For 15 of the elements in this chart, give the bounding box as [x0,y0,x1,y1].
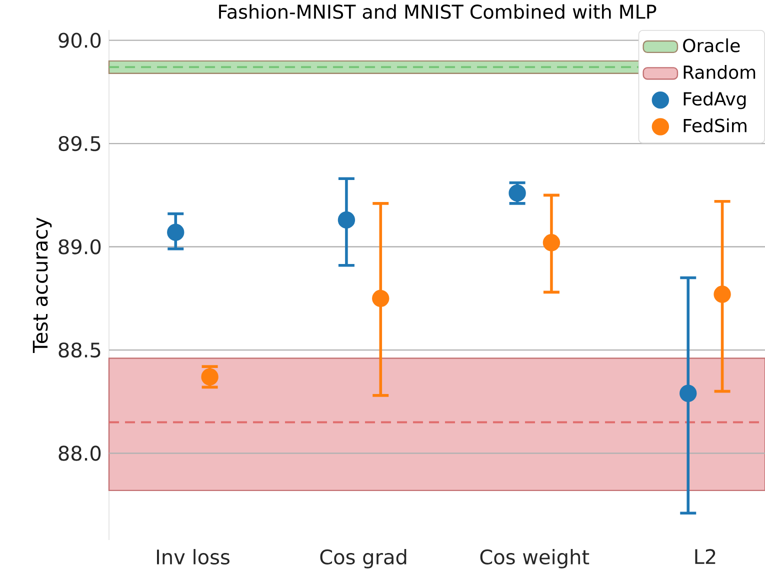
chart-title: Fashion-MNIST and MNIST Combined with MLP [219,4,656,19]
x-tick-label: Inv loss [156,549,230,565]
legend-label: Oracle [683,38,740,52]
y-tick-label: 88.5 [58,342,100,358]
y-tick-label: 88.0 [58,446,101,461]
legend-label: Random [684,65,756,79]
legend-label: FedSim [684,118,746,132]
legend-label: FedAvg [684,92,746,110]
y-tick-label: 90.0 [58,32,101,48]
y-axis-title: Test accuracy [32,218,52,354]
x-tick-label: Cos weight [480,549,590,568]
x-tick-label: Cos grad [320,549,406,568]
y-tick-label: 89.0 [58,239,101,254]
y-tick-label: 89.5 [58,136,100,152]
x-tick-label: L2 [695,549,716,564]
